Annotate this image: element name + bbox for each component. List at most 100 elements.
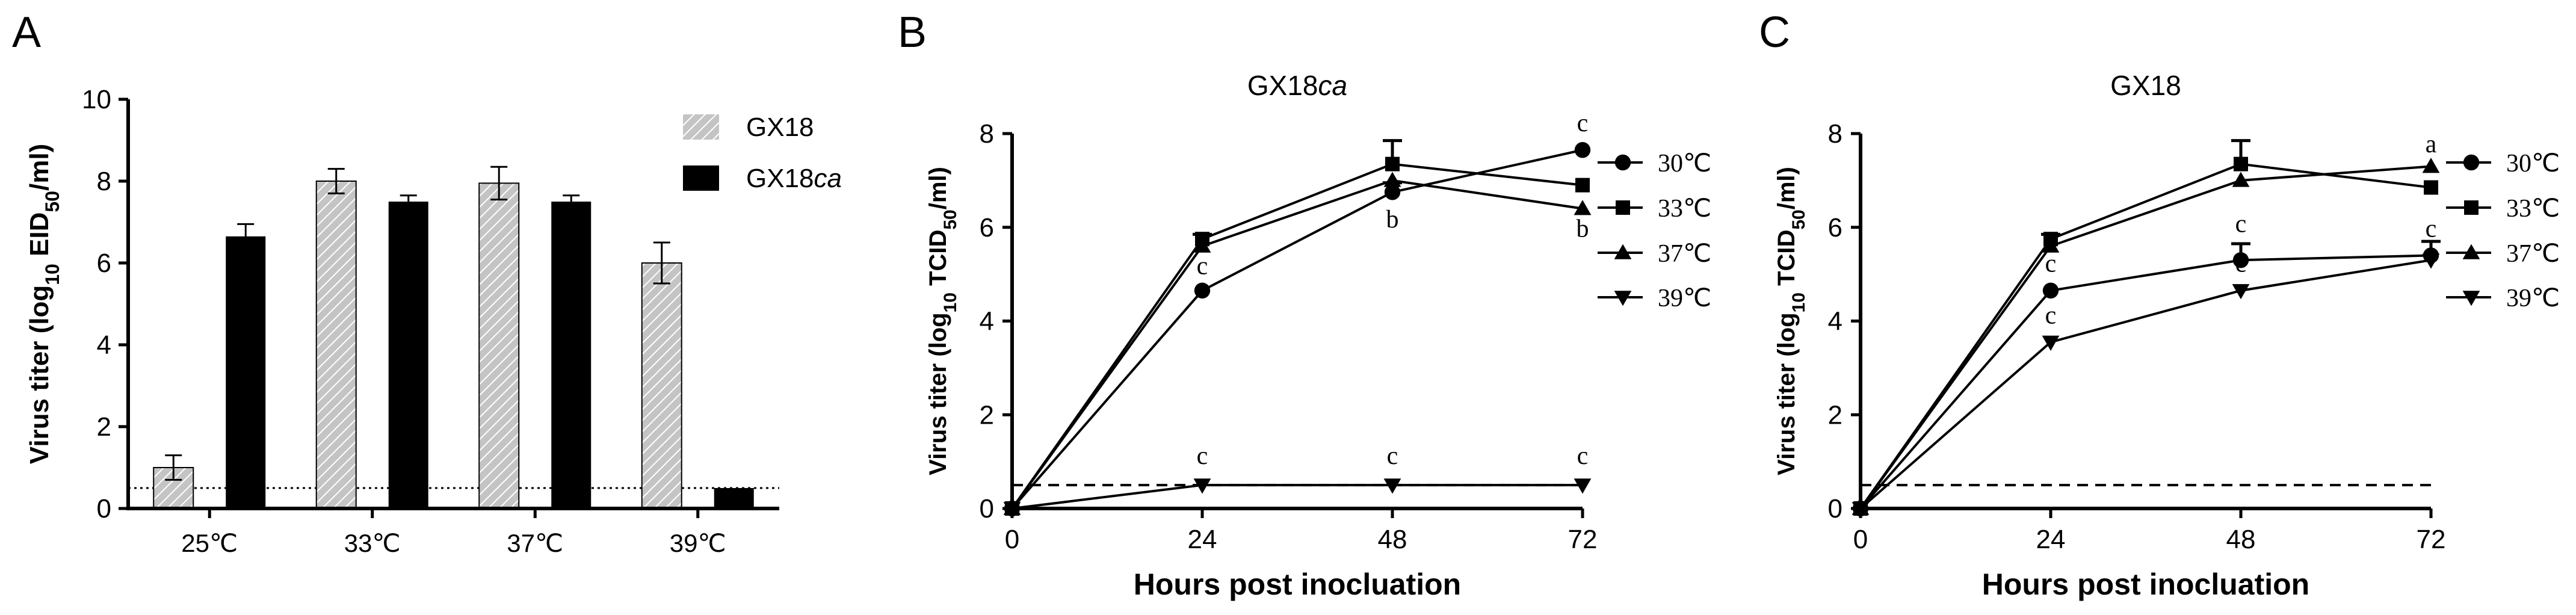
legend-label-33: 33℃ — [1658, 195, 1711, 223]
panel-label-b: B — [898, 8, 927, 57]
significance-label-0: c — [2045, 250, 2057, 278]
significance-label-1: c — [2235, 211, 2247, 238]
y-tick-label-4: 4 — [1828, 307, 1842, 336]
bar-gx18ca-33 — [388, 202, 428, 508]
legend-label-37: 37℃ — [1658, 240, 1711, 268]
y-tick-label-8: 8 — [97, 167, 111, 196]
series-line-37 — [1011, 179, 1583, 510]
panel-label-c: C — [1759, 8, 1790, 57]
legend-label-37: 37℃ — [2506, 240, 2560, 268]
x-tick-label-24: 24 — [1188, 525, 1217, 554]
y-tick-label-8: 8 — [980, 119, 994, 149]
bar-gx18ca-25 — [226, 236, 266, 508]
y-tick-label-6: 6 — [1828, 213, 1842, 243]
marker-30-24 — [2042, 282, 2059, 299]
legend-swatch-gx18ca — [683, 165, 719, 191]
legend-label-30: 30℃ — [2506, 150, 2560, 178]
panel-a-bar-chart: 25℃ 33℃ 37℃ 39℃ 0 2 4 6 8 10 Virus titer (log10 E… — [25, 85, 842, 557]
bar-gx18-33 — [315, 181, 357, 509]
y-tick-label-2: 2 — [980, 400, 994, 430]
legend-marker-30 — [1614, 154, 1631, 171]
marker-39-48 — [2232, 284, 2250, 300]
marker-39-24 — [2042, 335, 2060, 351]
x-tick-label-72: 72 — [2417, 525, 2446, 554]
legend-label-39: 39℃ — [1658, 285, 1711, 312]
y-tick-label-8: 8 — [1828, 119, 1842, 149]
series-line-30 — [1011, 149, 1583, 510]
series-line-33 — [1859, 162, 2432, 510]
bar-gx18ca-39 — [714, 488, 754, 508]
panel-label-a: A — [12, 8, 41, 57]
y-axis-label: Virus titer (log10 EID50/ml) — [25, 144, 63, 464]
x-tick-label-24: 24 — [2036, 525, 2066, 554]
legend-marker-37 — [2462, 244, 2480, 259]
y-axis-label: Virus titer (log10 TCID50/ml) — [925, 167, 960, 475]
marker-30-48 — [2232, 252, 2249, 268]
significance-label-4: c — [1197, 442, 1208, 470]
significance-label-5: c — [1387, 442, 1398, 470]
marker-33-48 — [2234, 156, 2248, 172]
bar-group — [153, 165, 754, 509]
marker-39-24 — [1193, 478, 1211, 494]
y-tick-label-0: 0 — [97, 494, 111, 524]
series-line-30 — [1859, 254, 2432, 510]
y-axis-label: Virus titer (log10 TCID50/ml) — [1773, 167, 1809, 475]
significance-label-0: c — [1197, 253, 1208, 280]
series-line-33 — [1011, 162, 1583, 510]
marker-39-48 — [1383, 478, 1401, 494]
y-tick-label-6: 6 — [980, 213, 994, 243]
marker-39-72 — [1574, 478, 1592, 494]
significance-label-3: b — [1577, 215, 1589, 243]
x-tick-label-25: 25℃ — [181, 529, 238, 557]
x-tick-label-48: 48 — [1378, 525, 1407, 554]
marker-37-48 — [1383, 172, 1401, 187]
y-tick-label-4: 4 — [97, 330, 111, 360]
axes: 25℃ 33℃ 37℃ 39℃ 0 2 4 6 8 10 — [82, 85, 779, 557]
marker-33-48 — [1385, 156, 1400, 172]
legend-marker-30 — [2463, 154, 2480, 171]
marker-39-72 — [2422, 253, 2440, 269]
legend-marker-33 — [2464, 200, 2479, 215]
legend-label-39: 39℃ — [2506, 285, 2560, 312]
legend-swatch-gx18 — [683, 114, 719, 140]
bar-gx18ca-37 — [551, 202, 591, 508]
bar-gx18-39 — [641, 262, 682, 509]
significance-label-2: c — [1577, 110, 1589, 137]
marker-37-24 — [2042, 237, 2060, 253]
marker-30-72 — [1574, 142, 1591, 158]
legend-marker-37 — [1614, 244, 1632, 259]
marker-33-72 — [1575, 178, 1590, 193]
significance-label-4: c — [2045, 301, 2057, 329]
marker-37-72 — [1574, 200, 1592, 215]
x-tick-label-37: 37℃ — [507, 529, 563, 557]
marker-37-48 — [2232, 172, 2250, 187]
x-tick-label-72: 72 — [1568, 525, 1598, 554]
y-tick-label-6: 6 — [97, 249, 111, 278]
legend-label-30: 30℃ — [1658, 150, 1711, 178]
x-tick-label-0: 0 — [1005, 525, 1019, 554]
marker-30-48 — [1384, 184, 1401, 200]
series-line-37 — [1859, 165, 2432, 510]
significance-label-1: b — [1386, 206, 1399, 233]
significance-label-5: c — [2235, 250, 2247, 278]
legend-label-33: 33℃ — [2506, 195, 2560, 223]
legend-label-gx18ca: GX18ca — [746, 164, 842, 193]
y-tick-label-2: 2 — [1828, 400, 1842, 430]
marker-37-24 — [1193, 237, 1211, 253]
bar-gx18-37 — [478, 182, 520, 509]
x-tick-label-0: 0 — [1853, 525, 1868, 554]
marker-33-72 — [2424, 180, 2438, 195]
y-tick-label-10: 10 — [82, 85, 111, 114]
significance-label-6: c — [1577, 442, 1589, 470]
marker-37-72 — [2422, 158, 2440, 173]
series-line-39 — [1859, 259, 2432, 510]
x-tick-label-33: 33℃ — [344, 529, 401, 557]
legend-marker-39 — [2462, 291, 2480, 306]
legend-marker-33 — [1616, 200, 1630, 215]
marker-30-24 — [1194, 282, 1211, 299]
significance-label-2: c — [2426, 215, 2437, 243]
legend: GX18 GX18ca — [683, 113, 842, 193]
